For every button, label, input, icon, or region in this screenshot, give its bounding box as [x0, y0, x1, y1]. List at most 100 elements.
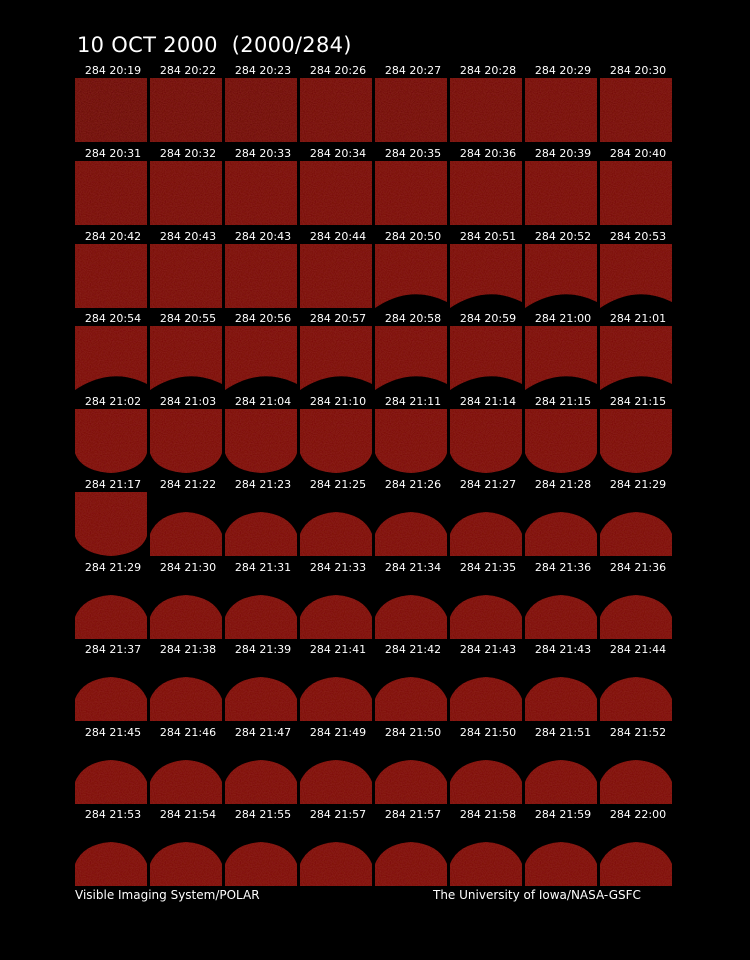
earth-disk — [300, 842, 372, 886]
earth-disk-shape — [150, 409, 222, 473]
earth-disk — [600, 760, 672, 804]
earth-disk-shape — [150, 326, 222, 390]
frame-timestamp: 284 20:35 — [384, 147, 442, 160]
earth-disk-shape — [375, 512, 447, 556]
earth-image — [75, 244, 147, 308]
earth-disk-shape — [375, 760, 447, 804]
earth-disk — [375, 244, 447, 308]
frame-cell: 284 21:39 — [225, 643, 297, 723]
frame-timestamp: 284 21:03 — [159, 395, 217, 408]
earth-disk — [525, 677, 597, 721]
frame-cell: 284 20:56 — [225, 312, 297, 392]
earth-image — [600, 78, 672, 142]
earth-image — [525, 409, 597, 473]
earth-disk-shape — [225, 595, 297, 639]
frame-timestamp: 284 20:44 — [309, 230, 367, 243]
earth-disk — [450, 760, 522, 804]
frame-timestamp: 284 20:40 — [609, 147, 667, 160]
earth-image — [375, 492, 447, 556]
earth-disk — [600, 677, 672, 721]
earth-disk-shape — [450, 161, 522, 225]
earth-disk-shape — [375, 409, 447, 473]
frame-timestamp: 284 21:41 — [309, 643, 367, 656]
earth-image — [375, 244, 447, 308]
frame-timestamp: 284 21:01 — [609, 312, 667, 325]
earth-disk-shape — [300, 760, 372, 804]
earth-disk-shape — [300, 161, 372, 225]
frame-cell: 284 21:49 — [300, 726, 372, 806]
earth-image — [525, 326, 597, 390]
frame-timestamp: 284 20:56 — [234, 312, 292, 325]
frame-cell: 284 20:36 — [450, 147, 522, 227]
earth-disk — [225, 78, 297, 142]
earth-disk — [150, 842, 222, 886]
frame-timestamp: 284 21:38 — [159, 643, 217, 656]
earth-disk-shape — [75, 326, 147, 390]
earth-disk — [225, 842, 297, 886]
earth-image — [150, 78, 222, 142]
frame-timestamp: 284 21:36 — [534, 561, 592, 574]
earth-image — [450, 740, 522, 804]
frame-cell: 284 21:47 — [225, 726, 297, 806]
frame-cell: 284 21:27 — [450, 478, 522, 558]
frame-cell: 284 20:31 — [75, 147, 147, 227]
frame-timestamp: 284 20:52 — [534, 230, 592, 243]
frame-cell: 284 21:43 — [450, 643, 522, 723]
frame-timestamp: 284 21:57 — [309, 808, 367, 821]
frame-cell: 284 22:00 — [600, 808, 672, 888]
earth-disk-shape — [375, 78, 447, 142]
frame-cell: 284 21:29 — [75, 561, 147, 641]
page-title: 10 OCT 2000 (2000/284) — [77, 33, 352, 57]
earth-disk-shape — [525, 512, 597, 556]
earth-disk — [75, 326, 147, 390]
frame-timestamp: 284 21:22 — [159, 478, 217, 491]
earth-disk — [150, 161, 222, 225]
earth-disk — [375, 326, 447, 390]
earth-image — [525, 244, 597, 308]
earth-image — [225, 326, 297, 390]
frame-cell: 284 21:46 — [150, 726, 222, 806]
frame-timestamp: 284 21:10 — [309, 395, 367, 408]
frame-timestamp: 284 21:27 — [459, 478, 517, 491]
frame-timestamp: 284 21:59 — [534, 808, 592, 821]
earth-image — [450, 78, 522, 142]
earth-disk — [600, 326, 672, 390]
earth-disk-shape — [375, 244, 447, 308]
earth-image — [600, 492, 672, 556]
frame-timestamp: 284 20:55 — [159, 312, 217, 325]
earth-disk-shape — [75, 78, 147, 142]
earth-image — [525, 740, 597, 804]
earth-image — [450, 244, 522, 308]
frame-timestamp: 284 21:50 — [384, 726, 442, 739]
frame-cell: 284 21:52 — [600, 726, 672, 806]
earth-disk-shape — [75, 161, 147, 225]
frame-cell: 284 21:11 — [375, 395, 447, 475]
earth-image — [150, 657, 222, 721]
institution-credit: The University of Iowa/NASA-GSFC — [433, 888, 641, 902]
earth-disk — [300, 677, 372, 721]
earth-disk — [150, 760, 222, 804]
frame-cell: 284 20:40 — [600, 147, 672, 227]
earth-image — [600, 326, 672, 390]
earth-disk — [225, 512, 297, 556]
earth-image — [450, 492, 522, 556]
earth-disk-shape — [225, 326, 297, 390]
frame-cell: 284 20:34 — [300, 147, 372, 227]
frame-timestamp: 284 20:28 — [459, 64, 517, 77]
earth-image — [375, 822, 447, 886]
earth-image — [600, 244, 672, 308]
frame-timestamp: 284 20:23 — [234, 64, 292, 77]
earth-disk — [375, 842, 447, 886]
frame-timestamp: 284 20:30 — [609, 64, 667, 77]
earth-disk-shape — [375, 326, 447, 390]
earth-image — [450, 657, 522, 721]
frame-cell: 284 21:36 — [525, 561, 597, 641]
frame-timestamp: 284 21:35 — [459, 561, 517, 574]
frame-cell: 284 21:10 — [300, 395, 372, 475]
earth-disk — [225, 244, 297, 308]
frame-timestamp: 284 20:59 — [459, 312, 517, 325]
earth-disk-shape — [525, 409, 597, 473]
frame-cell: 284 21:42 — [375, 643, 447, 723]
frame-cell: 284 21:54 — [150, 808, 222, 888]
earth-disk-shape — [300, 244, 372, 308]
